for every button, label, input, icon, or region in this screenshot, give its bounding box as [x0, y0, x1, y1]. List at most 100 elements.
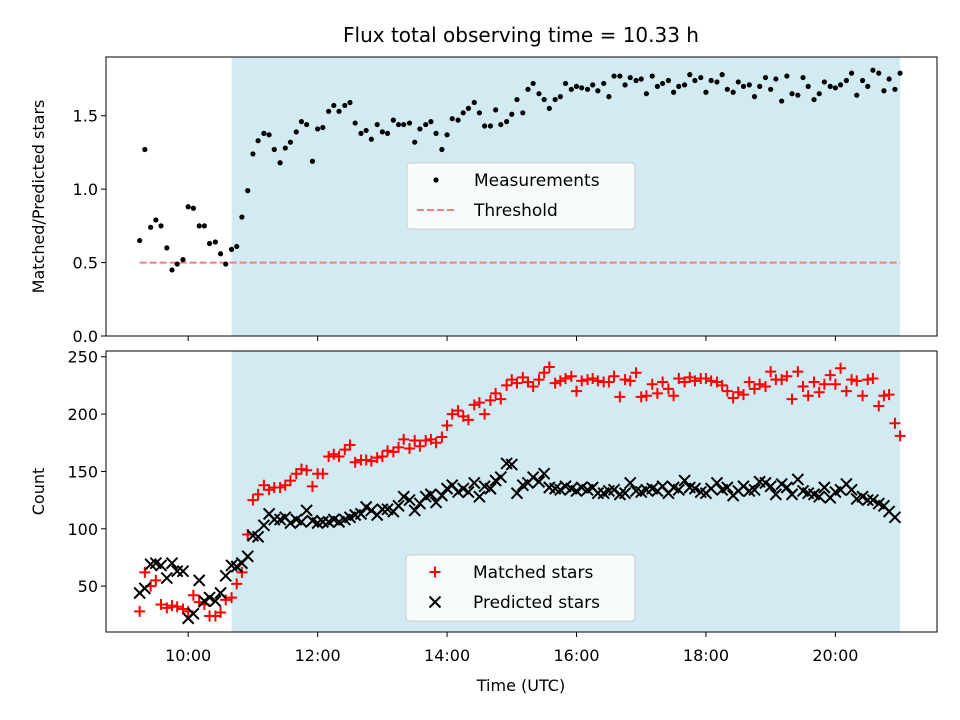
predicted-point [251, 530, 265, 544]
measurement-point [137, 237, 143, 244]
measurement-point [579, 85, 585, 91]
measurement-point [562, 80, 569, 87]
predicted-point [624, 476, 637, 490]
predicted-point [176, 565, 190, 578]
measurement-point [298, 119, 305, 125]
measurement-point [606, 94, 612, 100]
predicted-point [316, 515, 330, 529]
y-tick-label: 200 [67, 405, 98, 424]
measurement-point [876, 70, 882, 76]
matched-point [668, 390, 680, 402]
matched-point [689, 375, 701, 387]
measurement-point [859, 77, 866, 84]
measurement-point [406, 120, 413, 126]
measurement-point [557, 94, 563, 100]
predicted-point [160, 571, 174, 585]
matched-point [538, 367, 550, 379]
measurement-point [368, 136, 374, 142]
matched-point [231, 578, 243, 590]
matched-point [721, 385, 733, 397]
matched-point [409, 434, 421, 446]
predicted-point [408, 504, 421, 517]
predicted-point [241, 550, 254, 563]
matched-point [857, 390, 869, 402]
measurement-point [293, 129, 299, 135]
x-tick-label: 14:00 [424, 646, 470, 665]
predicted-point [785, 488, 799, 501]
measurement-point [816, 91, 822, 97]
measurement-point [363, 127, 369, 134]
matched-point [414, 440, 426, 452]
series-matched-stars [134, 361, 906, 622]
matched-point [754, 378, 766, 390]
measurement-point [681, 82, 688, 88]
measurement-point [164, 245, 170, 251]
matched-point [571, 385, 583, 397]
matched-point [344, 439, 356, 451]
measurement-point [746, 82, 752, 88]
measurement-point [379, 129, 385, 135]
measurement-point [428, 119, 434, 125]
matched-point [635, 391, 647, 403]
matched-point [543, 361, 555, 373]
predicted-point [214, 586, 227, 600]
measurement-point [514, 96, 520, 103]
matched-point [619, 374, 631, 386]
matched-point [824, 369, 836, 381]
measurement-point [142, 146, 148, 153]
measurement-point [498, 121, 504, 128]
measurement-point [659, 80, 666, 87]
matched-point [576, 375, 588, 387]
measurement-point [180, 257, 186, 263]
measurement-point [439, 146, 445, 153]
matched-point [226, 592, 238, 604]
matched-point [166, 600, 178, 612]
measurement-point [698, 74, 704, 81]
measurement-point [423, 121, 429, 128]
predicted-point [295, 515, 308, 529]
measurement-point [153, 217, 159, 223]
matched-point [862, 374, 874, 386]
measurement-point [190, 205, 196, 211]
measurement-point [444, 132, 450, 138]
matched-point [867, 373, 879, 385]
measurement-point [633, 77, 639, 84]
predicted-point [376, 503, 389, 516]
matched-point [700, 373, 712, 385]
measurement-point [212, 239, 218, 245]
measurement-point [196, 223, 202, 229]
predicted-point [769, 488, 783, 501]
legend-label: Matched stars [473, 563, 593, 583]
measurement-point [471, 99, 477, 106]
predicted-point [688, 482, 702, 495]
measurement-point [881, 88, 887, 94]
measurement-point [536, 91, 542, 97]
matched-point [743, 376, 755, 388]
measurement-point [304, 121, 310, 128]
matched-point [878, 390, 890, 402]
matched-point [436, 431, 448, 443]
matched-point [592, 375, 604, 387]
matched-point [360, 454, 372, 466]
legend-marker-matched [429, 566, 441, 578]
matched-point [301, 464, 313, 476]
measurement-point [417, 126, 423, 132]
matched-point [582, 374, 594, 386]
measurement-point [158, 223, 164, 229]
measurement-point [730, 89, 736, 95]
series-predicted-stars [134, 458, 902, 625]
matched-point [263, 484, 275, 496]
measurement-point [832, 85, 838, 91]
matched-point [630, 367, 642, 379]
measurement-point [735, 79, 741, 85]
measurement-point [455, 117, 461, 123]
matched-point [333, 451, 345, 463]
measurement-point [460, 110, 466, 116]
measurement-point [676, 83, 682, 89]
x-tick-label: 20:00 [812, 646, 858, 665]
measurement-point [358, 130, 364, 136]
matched-point [560, 373, 572, 385]
measurement-point [886, 76, 892, 82]
measurement-point [520, 110, 526, 116]
matched-point [215, 607, 227, 619]
